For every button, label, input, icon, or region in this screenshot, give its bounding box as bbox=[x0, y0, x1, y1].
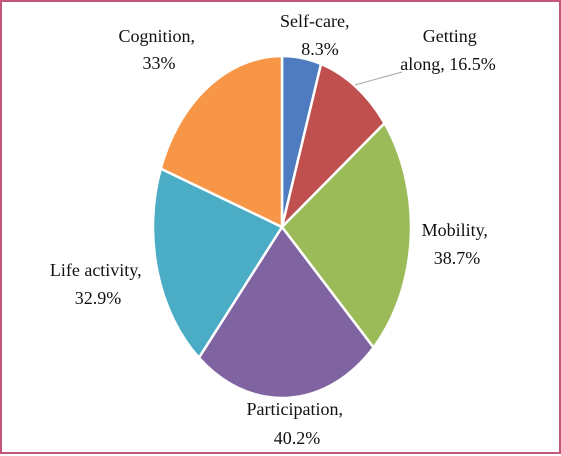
pie-slice-getting-along bbox=[280, 62, 386, 229]
getting-along-leader-line bbox=[354, 71, 403, 86]
label-cognition: Cognition, 33% bbox=[118, 26, 199, 73]
label-life-activity: Life activity, 32.9% bbox=[50, 260, 146, 308]
pie-slice-participation bbox=[197, 225, 375, 400]
label-mobility: Mobility, 38.7% bbox=[422, 220, 493, 268]
pie-slice-cognition bbox=[159, 54, 284, 229]
pie-slices bbox=[151, 54, 413, 400]
label-participation: Participation, 40.2% bbox=[247, 399, 348, 448]
label-getting-along: Getting along, 16.5% bbox=[400, 26, 495, 74]
pie-slice-mobility bbox=[280, 121, 413, 349]
label-self-care: Self-care, 8.3% bbox=[280, 11, 354, 59]
pie-slice-life-activity bbox=[151, 167, 284, 360]
